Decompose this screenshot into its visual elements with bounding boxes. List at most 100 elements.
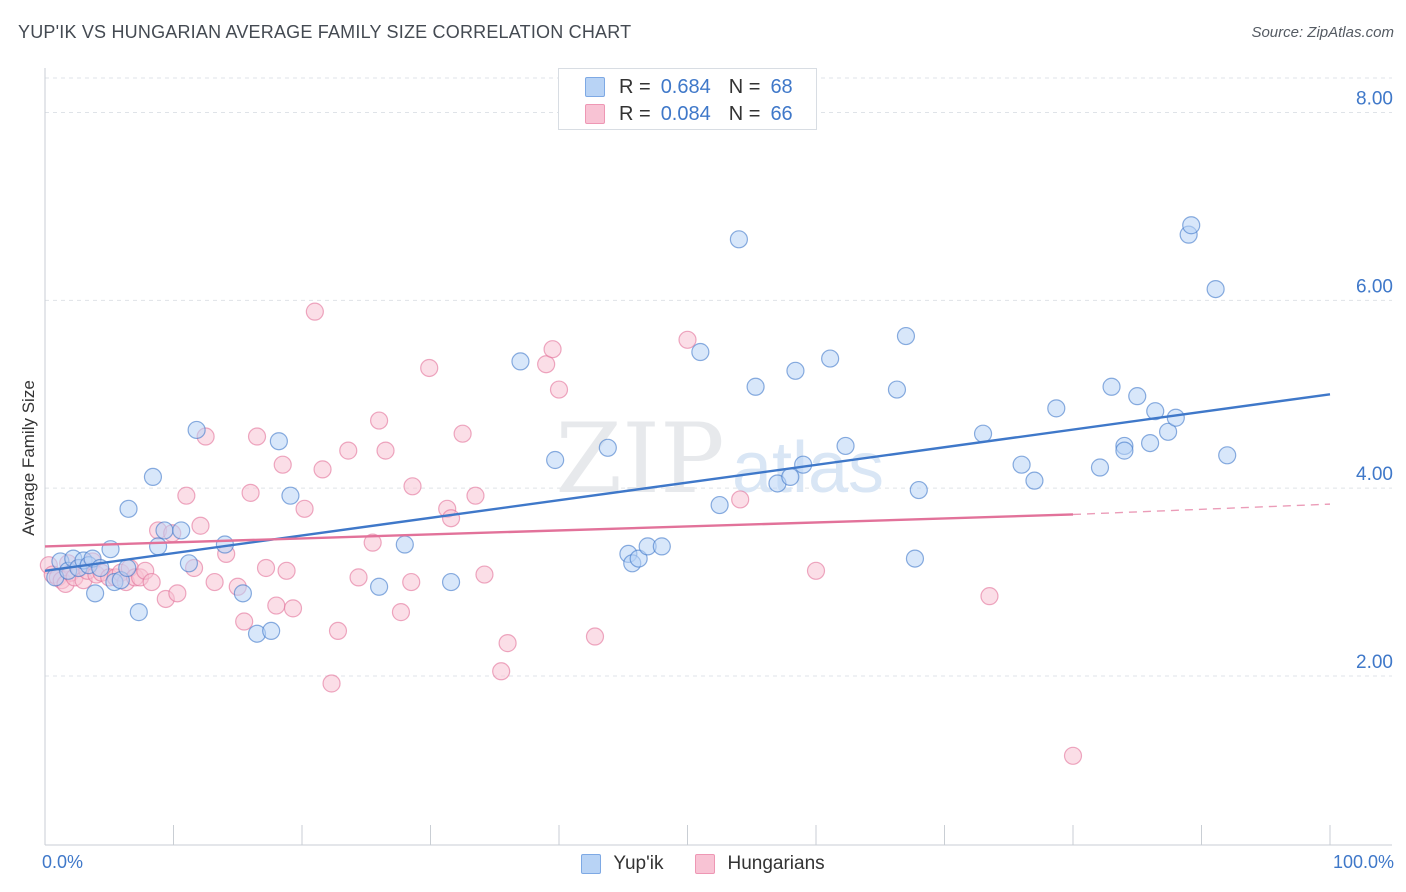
- legend-n-label: N =: [728, 75, 761, 98]
- data-point: [546, 450, 565, 470]
- data-point: [177, 486, 196, 505]
- data-point: [376, 441, 395, 460]
- series-swatch-yupik: [581, 854, 602, 874]
- legend-n-value: 68: [770, 75, 793, 98]
- data-point: [391, 603, 411, 622]
- data-point: [395, 535, 414, 554]
- data-point: [1090, 458, 1110, 477]
- data-point: [235, 612, 254, 631]
- data-point: [887, 380, 907, 399]
- data-point: [281, 486, 300, 505]
- data-point: [537, 355, 556, 374]
- data-point: [269, 432, 288, 451]
- data-point: [492, 662, 511, 681]
- data-point: [1128, 387, 1147, 406]
- data-point: [441, 572, 461, 592]
- legend-r-value: 0.684: [660, 75, 711, 98]
- data-point: [402, 572, 421, 592]
- data-point: [370, 411, 389, 430]
- data-point: [233, 584, 252, 603]
- data-point: [543, 340, 562, 359]
- data-point: [980, 587, 999, 606]
- data-point: [187, 420, 206, 440]
- legend-n-value: 66: [770, 102, 793, 125]
- data-point: [498, 634, 517, 653]
- data-point: [205, 572, 224, 592]
- data-point: [247, 427, 267, 446]
- x-tick-label-max: 100.0%: [1332, 852, 1394, 872]
- legend-swatch-yupik: [585, 77, 605, 97]
- legend-r-value: 0.084: [660, 102, 711, 125]
- data-point: [1025, 471, 1044, 490]
- data-point: [262, 621, 281, 641]
- data-point: [277, 561, 296, 580]
- series-legend-hungarians[interactable]: Hungarians: [695, 853, 825, 875]
- data-point: [678, 330, 697, 349]
- legend-swatch-hungarians: [585, 104, 605, 124]
- data-point: [295, 499, 314, 518]
- data-point: [86, 584, 105, 603]
- data-point: [179, 554, 199, 573]
- series-legend-yupik[interactable]: Yup'ik: [581, 853, 663, 875]
- data-point: [629, 549, 648, 568]
- data-point: [148, 537, 168, 556]
- data-point: [119, 499, 138, 518]
- series-legend-label: Hungarians: [727, 853, 825, 874]
- data-point: [806, 561, 826, 580]
- data-point: [349, 568, 368, 587]
- legend-n-label: N =: [728, 102, 761, 125]
- data-point: [710, 495, 729, 515]
- data-point: [909, 480, 928, 500]
- data-point: [339, 441, 358, 460]
- data-point: [731, 490, 750, 509]
- data-point: [143, 467, 163, 487]
- source-label: Source: ZipAtlas.com: [1251, 24, 1394, 41]
- trend-lines: [44, 393, 1331, 572]
- y-tick-labels: 2.00 4.00 6.00 8.00: [1356, 89, 1393, 673]
- data-point: [475, 565, 494, 584]
- data-point: [511, 352, 530, 371]
- series-legend-label: Yup'ik: [613, 853, 664, 874]
- data-point: [403, 477, 422, 496]
- data-point: [1218, 446, 1237, 465]
- data-point: [1146, 402, 1165, 421]
- data-point: [746, 377, 765, 396]
- data-point: [549, 380, 569, 399]
- data-point: [1115, 441, 1134, 460]
- data-point: [1166, 408, 1185, 427]
- data-point: [652, 537, 671, 556]
- data-point: [313, 460, 332, 479]
- data-point: [453, 424, 472, 443]
- data-point: [129, 603, 148, 622]
- x-tick-label-min: 0.0%: [42, 852, 84, 872]
- data-point: [598, 438, 617, 457]
- data-point: [172, 521, 191, 540]
- legend-r-label: R =: [619, 102, 651, 125]
- data-point: [322, 674, 341, 693]
- correlation-legend: R = 0.684 N = 68 R = 0.084 N = 66: [558, 68, 817, 130]
- data-point: [691, 342, 710, 362]
- data-point: [466, 486, 485, 505]
- data-point: [786, 361, 805, 380]
- axes: [44, 68, 1392, 846]
- data-point: [273, 455, 292, 474]
- data-point: [836, 436, 855, 456]
- legend-row-yupik: R = 0.684 N = 68: [559, 73, 793, 101]
- series-hungarians-points: [39, 302, 1083, 765]
- data-point: [896, 326, 916, 346]
- data-point: [1063, 746, 1083, 765]
- series-yupik-points: [46, 216, 1237, 643]
- data-point: [729, 230, 749, 249]
- y-axis-label: Average Family Size: [19, 380, 38, 536]
- series-swatch-hungarians: [695, 854, 716, 874]
- data-point: [1012, 455, 1031, 474]
- data-point: [441, 509, 461, 528]
- data-point: [1158, 422, 1178, 441]
- trend-line-yupik: [44, 393, 1331, 572]
- data-point: [1102, 377, 1121, 396]
- data-point: [370, 577, 389, 596]
- data-point: [781, 467, 800, 487]
- data-point: [1047, 399, 1066, 418]
- data-point: [973, 424, 993, 443]
